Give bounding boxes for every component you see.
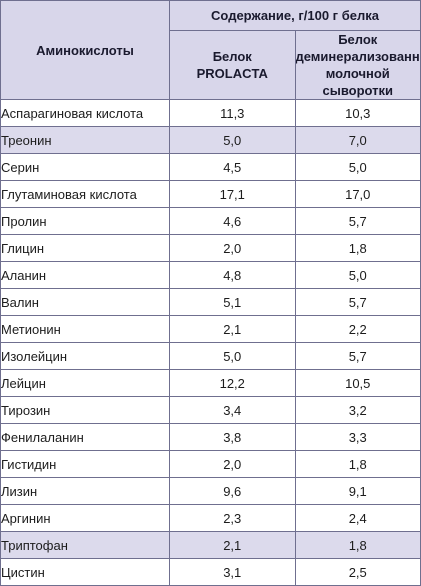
amino-acid-name-cell: Лейцин	[0, 369, 170, 397]
table-row: Аргинин 2,3 2,4	[0, 504, 421, 532]
header-row-top: Аминокислоты Содержание, г/100 г белка	[0, 0, 421, 100]
whey-value-cell: 10,5	[294, 369, 421, 397]
column-header-whey-protein: Белок деминерализованной молочной сыворо…	[294, 30, 421, 100]
whey-value-cell: 5,7	[294, 342, 421, 370]
table-body: Аспарагиновая кислота 11,3 10,3 Треонин 5,0 7…	[0, 99, 421, 586]
prolacta-value-cell: 11,3	[169, 99, 296, 127]
table-row: Метионин 2,1 2,2	[0, 315, 421, 343]
amino-acid-name-cell: Аланин	[0, 261, 170, 289]
prolacta-value-cell: 9,6	[169, 477, 296, 505]
prolacta-value-cell: 5,1	[169, 288, 296, 316]
column-header-prolacta-line1: Белок	[212, 49, 252, 64]
amino-acid-name-cell: Метионин	[0, 315, 170, 343]
table-row: Пролин 4,6 5,7	[0, 207, 421, 235]
amino-acid-name-cell: Изолейцин	[0, 342, 170, 370]
table-row: Глутаминовая кислота 17,1 17,0	[0, 180, 421, 208]
amino-acid-name-cell: Лизин	[0, 477, 170, 505]
table-row: Треонин 5,0 7,0	[0, 126, 421, 154]
prolacta-value-cell: 4,5	[169, 153, 296, 181]
amino-acid-name-cell: Триптофан	[0, 531, 170, 559]
amino-acid-name-cell: Валин	[0, 288, 170, 316]
table-row: Аспарагиновая кислота 11,3 10,3	[0, 99, 421, 127]
table-row: Лизин 9,6 9,1	[0, 477, 421, 505]
whey-value-cell: 2,4	[294, 504, 421, 532]
whey-value-cell: 7,0	[294, 126, 421, 154]
column-header-prolacta-line2: PROLACTA	[196, 66, 268, 81]
prolacta-value-cell: 2,3	[169, 504, 296, 532]
column-group-header-content: Содержание, г/100 г белка	[169, 0, 421, 31]
table-row: Глицин 2,0 1,8	[0, 234, 421, 262]
prolacta-value-cell: 2,1	[169, 315, 296, 343]
whey-value-cell: 1,8	[294, 234, 421, 262]
table-row: Лейцин 12,2 10,5	[0, 369, 421, 397]
amino-acid-name-cell: Фенилаланин	[0, 423, 170, 451]
whey-value-cell: 5,0	[294, 261, 421, 289]
table-row: Фенилаланин 3,8 3,3	[0, 423, 421, 451]
prolacta-value-cell: 2,1	[169, 531, 296, 559]
whey-value-cell: 5,7	[294, 288, 421, 316]
prolacta-value-cell: 2,0	[169, 450, 296, 478]
prolacta-value-cell: 12,2	[169, 369, 296, 397]
whey-value-cell: 2,2	[294, 315, 421, 343]
table-row: Изолейцин 5,0 5,7	[0, 342, 421, 370]
whey-value-cell: 10,3	[294, 99, 421, 127]
header-row-sub: Белок PROLACTA Белок деминерализованной …	[1, 30, 421, 100]
prolacta-value-cell: 4,8	[169, 261, 296, 289]
prolacta-value-cell: 4,6	[169, 207, 296, 235]
column-header-whey-line1: Белок	[338, 32, 378, 47]
amino-acid-name-cell: Пролин	[0, 207, 170, 235]
amino-acid-name-cell: Серин	[0, 153, 170, 181]
table-row: Гистидин 2,0 1,8	[0, 450, 421, 478]
prolacta-value-cell: 5,0	[169, 342, 296, 370]
table-header: Аминокислоты Содержание, г/100 г белка Б…	[0, 0, 421, 100]
whey-value-cell: 3,2	[294, 396, 421, 424]
amino-acid-name-cell: Цистин	[0, 558, 170, 586]
column-header-whey-line2: деминерализованной	[295, 49, 420, 64]
whey-value-cell: 9,1	[294, 477, 421, 505]
whey-value-cell: 3,3	[294, 423, 421, 451]
amino-acid-name-cell: Гистидин	[0, 450, 170, 478]
amino-acid-name-cell: Глутаминовая кислота	[0, 180, 170, 208]
column-header-prolacta: Белок PROLACTA	[169, 30, 296, 100]
whey-value-cell: 5,7	[294, 207, 421, 235]
table-row: Серин 4,5 5,0	[0, 153, 421, 181]
prolacta-value-cell: 3,1	[169, 558, 296, 586]
table-row: Аланин 4,8 5,0	[0, 261, 421, 289]
table-row: Триптофан 2,1 1,8	[0, 531, 421, 559]
prolacta-value-cell: 2,0	[169, 234, 296, 262]
whey-value-cell: 5,0	[294, 153, 421, 181]
column-header-amino-acids: Аминокислоты	[0, 0, 170, 100]
whey-value-cell: 2,5	[294, 558, 421, 586]
prolacta-value-cell: 17,1	[169, 180, 296, 208]
whey-value-cell: 1,8	[294, 531, 421, 559]
column-header-whey-line3: молочной сыворотки	[322, 66, 394, 98]
amino-acid-name-cell: Глицин	[0, 234, 170, 262]
table-row: Тирозин 3,4 3,2	[0, 396, 421, 424]
amino-acid-name-cell: Аспарагиновая кислота	[0, 99, 170, 127]
amino-acid-name-cell: Аргинин	[0, 504, 170, 532]
prolacta-value-cell: 3,4	[169, 396, 296, 424]
whey-value-cell: 17,0	[294, 180, 421, 208]
prolacta-value-cell: 5,0	[169, 126, 296, 154]
table-row: Цистин 3,1 2,5	[0, 558, 421, 586]
whey-value-cell: 1,8	[294, 450, 421, 478]
prolacta-value-cell: 3,8	[169, 423, 296, 451]
amino-acid-name-cell: Тирозин	[0, 396, 170, 424]
amino-acid-name-cell: Треонин	[0, 126, 170, 154]
table-row: Валин 5,1 5,7	[0, 288, 421, 316]
